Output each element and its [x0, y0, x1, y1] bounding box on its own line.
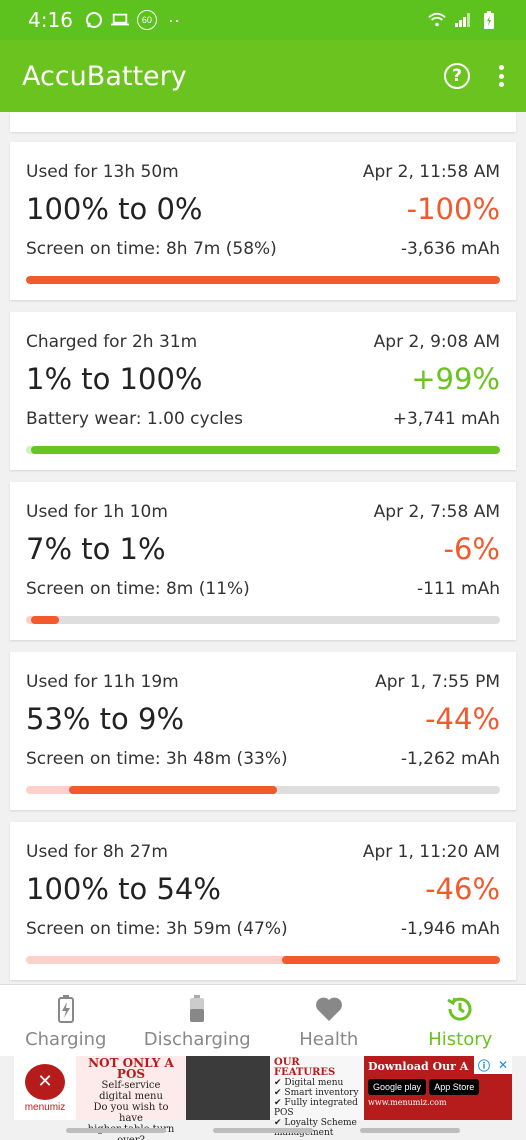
session-range: 1% to 100%	[26, 362, 203, 396]
session-duration: Used for 11h 19m	[26, 672, 179, 692]
app-title: AccuBattery	[22, 60, 187, 92]
gesture-bar-center	[213, 1128, 313, 1133]
session-range: 100% to 54%	[26, 872, 221, 906]
session-detail: Screen on time: 8h 7m (58%)	[26, 239, 277, 259]
session-detail: Battery wear: 1.00 cycles	[26, 409, 243, 429]
session-range: 53% to 9%	[26, 702, 185, 736]
whatsapp-icon	[85, 11, 103, 29]
ad-url: www.menumiz.com	[368, 1098, 447, 1107]
tab-label: Charging	[25, 1029, 107, 1050]
session-duration: Used for 13h 50m	[26, 162, 179, 182]
ad-pos-block: NOT ONLY A POS Self-service digital menu…	[76, 1056, 186, 1140]
tab-label: Health	[299, 1029, 359, 1050]
help-icon: ?	[452, 66, 462, 86]
session-duration: Charged for 2h 31m	[26, 332, 198, 352]
tab-charging[interactable]: Charging	[0, 985, 132, 1056]
session-date: Apr 2, 7:58 AM	[373, 502, 500, 522]
app-bar: AccuBattery ?	[0, 40, 526, 112]
ad-feature-item: ✔ Smart inventory	[274, 1088, 359, 1098]
session-level-bar	[26, 956, 500, 964]
session-range: 7% to 1%	[26, 532, 166, 566]
battery-charging-icon	[57, 995, 74, 1023]
ad-photo	[186, 1056, 270, 1120]
ad-pos-sub: digital menu	[99, 1091, 163, 1102]
gesture-bar-left	[66, 1128, 166, 1133]
menumiz-logo-icon: ✕	[25, 1063, 65, 1100]
session-delta: +99%	[411, 362, 500, 396]
history-card-partial[interactable]	[10, 112, 516, 132]
ad-download[interactable]: Download Our A Google play App Store www…	[364, 1056, 512, 1120]
session-mah: -111 mAh	[417, 579, 500, 599]
session-delta: -44%	[425, 702, 500, 736]
battery-discharging-icon	[189, 995, 205, 1023]
history-card[interactable]: Used for 8h 27m Apr 1, 11:20 AM 100% to 5…	[10, 822, 516, 980]
laptop-icon	[110, 11, 129, 29]
help-button[interactable]: ?	[444, 63, 470, 89]
session-duration: Used for 1h 10m	[26, 502, 168, 522]
ad-feature-item: ✔ Loyalty Scheme management	[274, 1118, 357, 1138]
ad-pos-title: NOT ONLY A POS	[88, 1056, 174, 1081]
ad-features: OUR FEATURES ✔ Digital menu ✔ Smart inve…	[270, 1056, 364, 1139]
session-delta: -100%	[406, 192, 500, 226]
ad-close-icon[interactable]: ✕	[497, 1058, 508, 1072]
session-date: Apr 1, 11:20 AM	[362, 842, 500, 862]
session-level-bar	[26, 446, 500, 454]
ad-brand: menumiz	[24, 1101, 66, 1113]
tab-label: Discharging	[143, 1029, 251, 1050]
session-mah: -1,946 mAh	[400, 919, 500, 939]
session-date: Apr 1, 7:55 PM	[375, 672, 500, 692]
battery-status-icon	[480, 11, 498, 29]
bottom-navigation: Charging Discharging Health History	[0, 984, 526, 1056]
ad-features-title: OUR FEATURES	[274, 1057, 336, 1078]
session-detail: Screen on time: 3h 48m (33%)	[26, 749, 288, 769]
ad-info-icon[interactable]: ⓘ	[477, 1058, 490, 1073]
app-store-badge[interactable]: App Store	[429, 1079, 480, 1095]
gesture-bar-right	[360, 1128, 460, 1133]
overflow-menu-button[interactable]	[498, 65, 504, 87]
ad-feature-item: ✔ Fully integrated POS	[274, 1098, 358, 1118]
session-detail: Screen on time: 8m (11%)	[26, 579, 250, 599]
ad-pos-sub: Self-service	[101, 1080, 161, 1091]
ad-pos-question: Do you wish to have	[93, 1102, 169, 1124]
ad-download-title: Download Our A	[368, 1060, 469, 1073]
session-detail: Screen on time: 3h 59m (47%)	[26, 919, 288, 939]
status-bar: 4:16 60 ··	[0, 0, 526, 40]
ad-logo: ✕ menumiz	[14, 1056, 76, 1120]
data-speed-icon: 60	[136, 10, 157, 30]
more-notifications-icon: ··	[167, 9, 180, 30]
session-level-bar	[26, 786, 500, 794]
tab-health[interactable]: Health	[263, 985, 395, 1056]
history-card[interactable]: Charged for 2h 31m Apr 2, 9:08 AM 1% to 1…	[10, 312, 516, 470]
signal-icon	[454, 11, 472, 29]
wifi-icon	[428, 11, 446, 29]
session-range: 100% to 0%	[26, 192, 203, 226]
session-mah: -3,636 mAh	[400, 239, 500, 259]
history-icon	[446, 995, 474, 1023]
ad-banner[interactable]: ✕ menumiz NOT ONLY A POS Self-service di…	[14, 1056, 512, 1140]
session-duration: Used for 8h 27m	[26, 842, 168, 862]
history-card[interactable]: Used for 13h 50m Apr 2, 11:58 AM 100% to …	[10, 142, 516, 300]
history-list[interactable]: Used for 13h 50m Apr 2, 11:58 AM 100% to …	[0, 112, 526, 984]
session-level-bar	[26, 616, 500, 624]
session-mah: +3,741 mAh	[392, 409, 500, 429]
session-level-bar	[26, 276, 500, 284]
ad-feature-item: ✔ Digital menu	[274, 1078, 344, 1088]
ad-controls: ⓘ ✕	[474, 1056, 512, 1074]
history-card[interactable]: Used for 11h 19m Apr 1, 7:55 PM 53% to 9%…	[10, 652, 516, 810]
session-mah: -1,262 mAh	[400, 749, 500, 769]
tab-label: History	[428, 1029, 493, 1050]
tab-discharging[interactable]: Discharging	[132, 985, 264, 1056]
tab-history[interactable]: History	[395, 985, 526, 1056]
session-date: Apr 2, 11:58 AM	[362, 162, 500, 182]
session-delta: -46%	[425, 872, 500, 906]
history-card[interactable]: Used for 1h 10m Apr 2, 7:58 AM 7% to 1% -6…	[10, 482, 516, 640]
session-date: Apr 2, 9:08 AM	[373, 332, 500, 352]
status-time: 4:16	[28, 8, 73, 32]
session-delta: -6%	[443, 532, 500, 566]
google-play-badge[interactable]: Google play	[368, 1079, 427, 1095]
heart-icon	[315, 995, 343, 1023]
